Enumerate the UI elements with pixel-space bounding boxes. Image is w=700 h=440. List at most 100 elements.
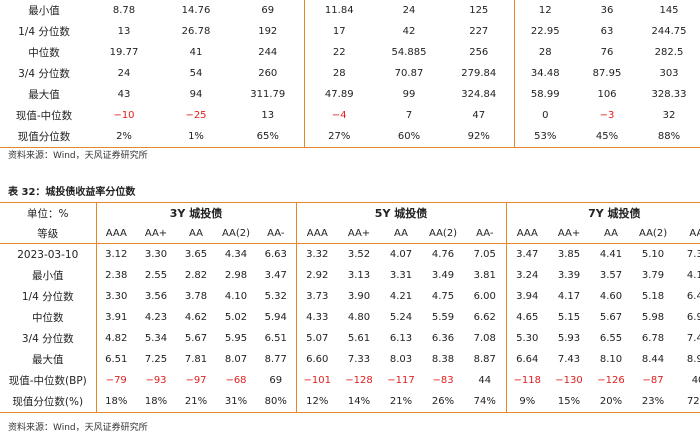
table-cell: 34.48 — [530, 68, 560, 79]
table-cell: 6.64 — [516, 354, 539, 365]
table-cell: 4.10 — [224, 291, 248, 302]
table-cell: 324.84 — [444, 84, 515, 105]
table-cell: 8.95 — [686, 354, 700, 365]
table-cell: 6.00 — [464, 286, 507, 307]
table-cell: 60% — [397, 130, 421, 142]
table-cell: 24 — [117, 68, 131, 79]
table-row: 现值-中位数(BP) −79 −93 −97 −68 69 −101 −128 −117 −83 4… — [0, 370, 700, 391]
table-cell: 18% — [95, 391, 136, 413]
table-row: 3/4 分位数 4.82 5.34 5.67 5.95 6.51 5.07 5.61 6.13 6… — [0, 328, 700, 349]
table-row: 1/4 分位数 3.30 3.56 3.78 4.10 5.32 3.73 3.90 4.21 4… — [0, 286, 700, 307]
table-cell: 7.33 — [347, 354, 371, 365]
table-cell: 3.52 — [347, 249, 371, 260]
row-label: 最小值 — [32, 270, 64, 282]
table-cell: 3.49 — [431, 270, 455, 281]
table-cell: 47 — [444, 105, 515, 126]
table-cell: 43 — [117, 89, 131, 100]
table-cell: 23% — [641, 396, 665, 407]
row-label: 2023-03-10 — [17, 248, 79, 261]
table-cell: 5.24 — [389, 312, 413, 323]
table-cell: 4.21 — [389, 291, 413, 302]
table-cell: 3.24 — [516, 270, 539, 281]
table-cell: 26.78 — [181, 26, 211, 37]
table-cell: 125 — [444, 0, 515, 21]
table-cell: 8.38 — [431, 354, 455, 365]
table-cell: 3.32 — [306, 249, 329, 260]
table-cell: 74% — [464, 391, 507, 413]
table-cell: 1% — [188, 130, 204, 142]
table-cell: 22 — [332, 47, 346, 58]
table-cell: 6.51 — [256, 328, 297, 349]
table-cell: 53% — [534, 130, 557, 142]
table-cell: 5.18 — [641, 291, 665, 302]
table-cell: 58.99 — [530, 89, 560, 100]
table-cell: 12 — [538, 5, 552, 16]
table-cell: 303 — [659, 68, 679, 79]
table-cell: 7.81 — [184, 354, 208, 365]
grade-header: AAA — [516, 227, 538, 239]
grade-header: AA — [189, 227, 203, 239]
table-row: 现值分位数 2% 1% 65% 27% 60% 92% 53% 45% 88% — [0, 126, 700, 147]
table-cell: 8.87 — [464, 349, 507, 370]
table-cell: 21% — [184, 396, 208, 407]
table-cell: 40 — [691, 375, 700, 386]
table-cell: 7.39 — [686, 249, 700, 260]
table-cell: 328.33 — [651, 89, 687, 100]
table-cell: 13 — [117, 26, 131, 37]
table-cell: 5.07 — [306, 333, 329, 344]
table-cell: 7.25 — [144, 354, 168, 365]
table-cell: 41 — [189, 47, 203, 58]
table-cell: 15% — [557, 396, 581, 407]
table-cell: 3.91 — [95, 307, 136, 328]
table-cell: 5.34 — [144, 333, 168, 344]
grade-header: AA — [394, 227, 408, 239]
row-label: 最大值 — [28, 89, 60, 101]
table-cell: 7.49 — [686, 333, 700, 344]
table-cell: −117 — [387, 375, 415, 386]
table-cell: 4.33 — [306, 312, 329, 323]
table-cell: 3.47 — [256, 265, 297, 286]
table-cell: 8.03 — [389, 354, 413, 365]
table-cell: 2.98 — [224, 270, 248, 281]
table-cell: 3.79 — [641, 270, 665, 281]
table-cell: 279.84 — [444, 63, 515, 84]
table-cell: −126 — [597, 375, 625, 386]
table-cell: 2.82 — [184, 270, 208, 281]
grade-header: AA(2) — [638, 227, 668, 239]
table-cell: 65% — [232, 126, 305, 147]
row-label: 最小值 — [28, 5, 60, 17]
table-row: 中位数 19.77 41 244 22 54.885 256 28 76 282.5 — [0, 42, 700, 63]
table-cell: 6.62 — [464, 307, 507, 328]
table-cell: 3.78 — [184, 291, 208, 302]
table-cell: 22.95 — [530, 26, 560, 37]
table-title: 表 32：城投债收益率分位数 — [8, 187, 136, 198]
table-cell: 8.78 — [112, 5, 136, 16]
table-cell: 31% — [224, 396, 248, 407]
table-cell: 36 — [600, 5, 614, 16]
grade-header: AAA — [95, 223, 136, 244]
table-row: 1/4 分位数 13 26.78 192 17 42 227 22.95 63 244.75 — [0, 21, 700, 42]
top-table-body: 最小值 8.78 14.76 69 11.84 24 125 12 36 145 1/4 分位数 13… — [0, 0, 700, 147]
row-label: 1/4 分位数 — [18, 26, 70, 38]
table-cell: −118 — [513, 375, 542, 386]
row-label: 现值-中位数(BP) — [8, 375, 87, 387]
grade-label: 等级 — [37, 227, 59, 240]
grade-header: AAA — [306, 227, 328, 239]
table-cell: 5.94 — [256, 307, 297, 328]
table-cell: 8.44 — [641, 354, 665, 365]
table-cell: 8.07 — [224, 354, 248, 365]
table-cell: −10 — [113, 110, 135, 121]
table-cell: 2% — [116, 130, 132, 142]
table-cell: 5.67 — [599, 312, 623, 323]
row-label: 现值分位数(%) — [12, 396, 84, 408]
table-cell: 70.87 — [394, 68, 424, 79]
table-cell: −3 — [599, 110, 615, 121]
table-cell: 2.55 — [144, 270, 168, 281]
grade-header: AA(2) — [428, 227, 458, 239]
row-label: 1/4 分位数 — [21, 291, 74, 303]
table-cell: 3.39 — [557, 270, 581, 281]
table-cell: 5.30 — [516, 333, 539, 344]
table-cell: 42 — [402, 26, 416, 37]
table-cell: 13 — [232, 105, 305, 126]
table-cell: 4.75 — [431, 291, 455, 302]
